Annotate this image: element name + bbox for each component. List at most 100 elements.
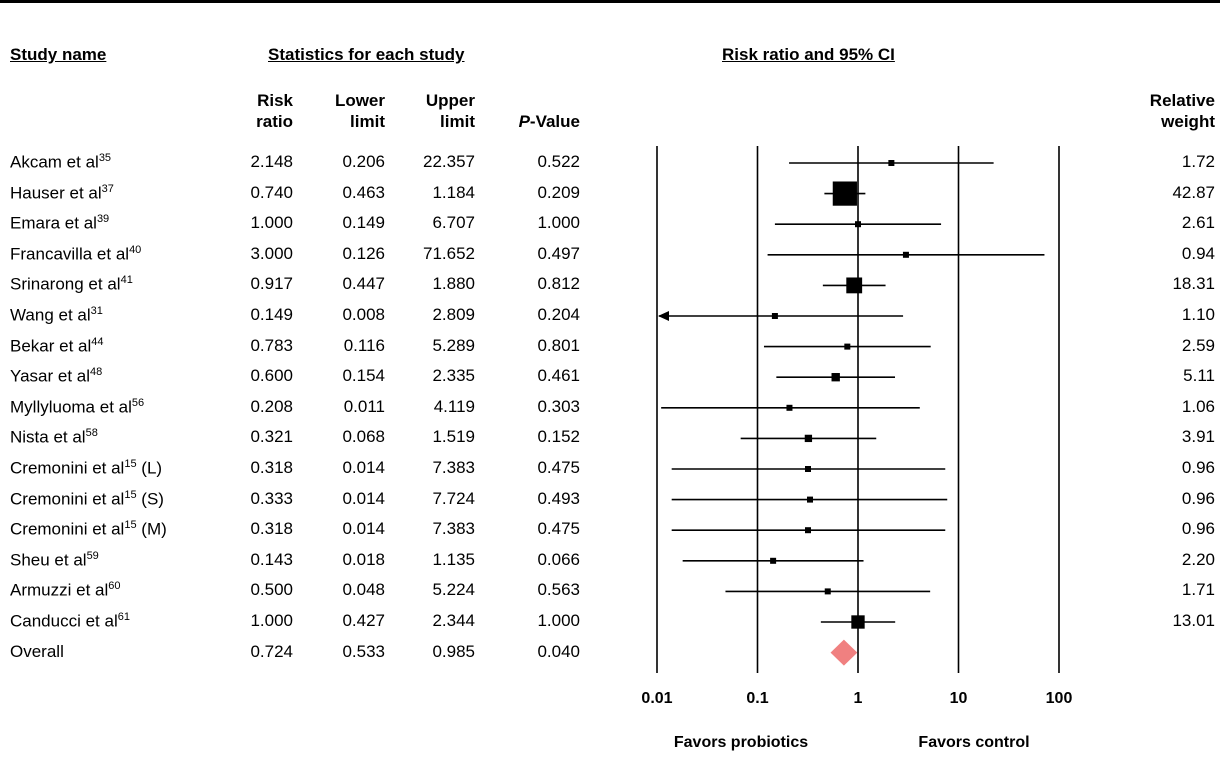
reference-number: 40 bbox=[129, 243, 142, 256]
risk-ratio-value: 3.000 bbox=[250, 243, 293, 263]
lower-limit-value: 0.126 bbox=[342, 243, 385, 263]
reference-number: 15 bbox=[124, 488, 137, 501]
risk-ratio-value: 1.000 bbox=[250, 611, 293, 630]
study-name-text: Myllyluoma et al bbox=[10, 397, 132, 417]
study-name-text: Canducci et al bbox=[10, 611, 118, 631]
p-value: 0.812 bbox=[537, 274, 580, 294]
study-name-text: Hauser et al bbox=[10, 183, 102, 203]
axis-tick-label: 0.1 bbox=[746, 690, 768, 707]
relative-weight-value: 1.72 bbox=[1181, 152, 1215, 171]
reference-number: 44 bbox=[91, 335, 104, 348]
upper-limit-value: 7.383 bbox=[432, 519, 475, 539]
axis-tick-label: 0.01 bbox=[641, 690, 672, 707]
reference-number: 39 bbox=[96, 213, 110, 226]
study-name: Sheu et al59 bbox=[10, 550, 99, 571]
risk-ratio-value: 0.208 bbox=[250, 396, 293, 416]
relative-weight-value: 0.96 bbox=[1181, 519, 1215, 539]
upper-limit-value: 1.184 bbox=[432, 182, 475, 202]
study-name-text: Bekar et al bbox=[10, 336, 92, 356]
lower-limit-value: 0.116 bbox=[343, 335, 385, 355]
top-border bbox=[0, 0, 1220, 3]
upper-limit-value: 2.344 bbox=[432, 611, 475, 630]
point-estimate-square bbox=[844, 343, 851, 350]
study-arm: (S) bbox=[136, 489, 164, 509]
lower-limit-value: 0.048 bbox=[342, 580, 385, 600]
upper-limit-value: 1.519 bbox=[432, 427, 475, 447]
point-estimate-square bbox=[807, 496, 814, 503]
p-value: 0.461 bbox=[537, 366, 580, 386]
risk-ratio-value: 0.143 bbox=[250, 549, 293, 569]
relative-weight-value: 2.61 bbox=[1181, 213, 1215, 233]
reference-number: 31 bbox=[90, 305, 103, 317]
p-value: 1.000 bbox=[537, 213, 580, 233]
upper-limit-value: 1.880 bbox=[432, 274, 475, 294]
study-name: Cremonini et al15 (L) bbox=[10, 458, 162, 479]
lower-limit-value: 0.149 bbox=[342, 213, 385, 233]
relative-weight-value: 1.10 bbox=[1181, 305, 1215, 324]
reference-number: 15 bbox=[124, 458, 137, 470]
relative-weight-value: 18.31 bbox=[1172, 274, 1215, 294]
study-name-text: Overall bbox=[10, 641, 64, 661]
relative-weight-value: 0.96 bbox=[1181, 458, 1215, 477]
lower-limit-value: 0.447 bbox=[342, 274, 385, 294]
relative-weight-value: 42.87 bbox=[1172, 182, 1215, 202]
point-estimate-square bbox=[771, 313, 778, 319]
study-name: Cremonini et al15 (S) bbox=[10, 489, 164, 510]
upper-limit-value: 0.985 bbox=[432, 641, 475, 661]
upper-limit-value: 1.135 bbox=[432, 549, 475, 569]
favors-right-label: Favors control bbox=[918, 734, 1029, 751]
ci-truncation-arrow bbox=[658, 311, 669, 321]
study-arm: (L) bbox=[136, 458, 163, 478]
lower-limit-value: 0.008 bbox=[342, 305, 385, 324]
point-estimate-square bbox=[888, 160, 895, 166]
relative-weight-value: 13.01 bbox=[1172, 611, 1215, 630]
study-name-text: Yasar et al bbox=[10, 366, 91, 386]
study-name-text: Cremonini et al bbox=[10, 519, 125, 539]
risk-ratio-value: 0.318 bbox=[250, 458, 293, 477]
risk-ratio-value: 0.917 bbox=[250, 274, 293, 294]
risk-ratio-value: 1.000 bbox=[250, 213, 293, 233]
risk-ratio-value: 0.149 bbox=[250, 305, 293, 324]
reference-number: 37 bbox=[101, 182, 114, 195]
relative-weight-value: 1.06 bbox=[1181, 396, 1215, 416]
upper-limit-value: 71.652 bbox=[423, 243, 475, 263]
p-value: 0.040 bbox=[537, 641, 580, 661]
p-value: 0.303 bbox=[537, 396, 580, 416]
study-name-text: Sheu et al bbox=[10, 550, 87, 570]
relative-weight-value: 0.96 bbox=[1181, 488, 1215, 508]
p-value: 0.475 bbox=[537, 458, 580, 477]
point-estimate-square bbox=[804, 527, 811, 534]
p-value: 0.152 bbox=[537, 427, 580, 447]
study-name-text: Nista et al bbox=[10, 428, 86, 448]
p-value: 0.801 bbox=[537, 335, 580, 355]
lower-limit-value: 0.068 bbox=[342, 427, 385, 447]
relative-weight-value: 1.71 bbox=[1181, 580, 1215, 600]
upper-limit-value: 4.119 bbox=[433, 396, 475, 416]
upper-limit-value: 22.357 bbox=[423, 152, 475, 171]
study-arm: (M) bbox=[136, 519, 167, 539]
risk-ratio-col-header: Risk ratio bbox=[256, 91, 293, 131]
risk-ratio-value: 2.148 bbox=[250, 152, 293, 171]
study-name-header: Study name bbox=[10, 45, 107, 64]
point-estimate-square bbox=[846, 277, 863, 294]
study-name: Yasar et al48 bbox=[10, 366, 102, 387]
p-value: 0.066 bbox=[537, 549, 580, 569]
point-estimate-square bbox=[804, 434, 813, 443]
relative-weight-value: 2.59 bbox=[1181, 335, 1215, 355]
study-name: Bekar et al44 bbox=[10, 336, 104, 357]
axis-tick-label: 1 bbox=[854, 690, 863, 707]
relative-weight-value: 0.94 bbox=[1181, 243, 1215, 263]
point-estimate-square bbox=[832, 181, 857, 206]
study-name: Canducci et al61 bbox=[10, 611, 130, 632]
favors-left-label: Favors probiotics bbox=[674, 734, 808, 751]
upper-limit-value: 6.707 bbox=[432, 213, 475, 233]
study-name-text: Emara et al bbox=[10, 213, 97, 233]
reference-number: 15 bbox=[124, 519, 137, 532]
lower-limit-value: 0.533 bbox=[342, 641, 385, 661]
upper-limit-col-header: Upper limit bbox=[425, 91, 475, 131]
axis-tick-label: 10 bbox=[950, 690, 968, 707]
p-value: 0.522 bbox=[537, 152, 580, 171]
p-value: 0.204 bbox=[537, 305, 580, 324]
point-estimate-square bbox=[831, 373, 840, 382]
